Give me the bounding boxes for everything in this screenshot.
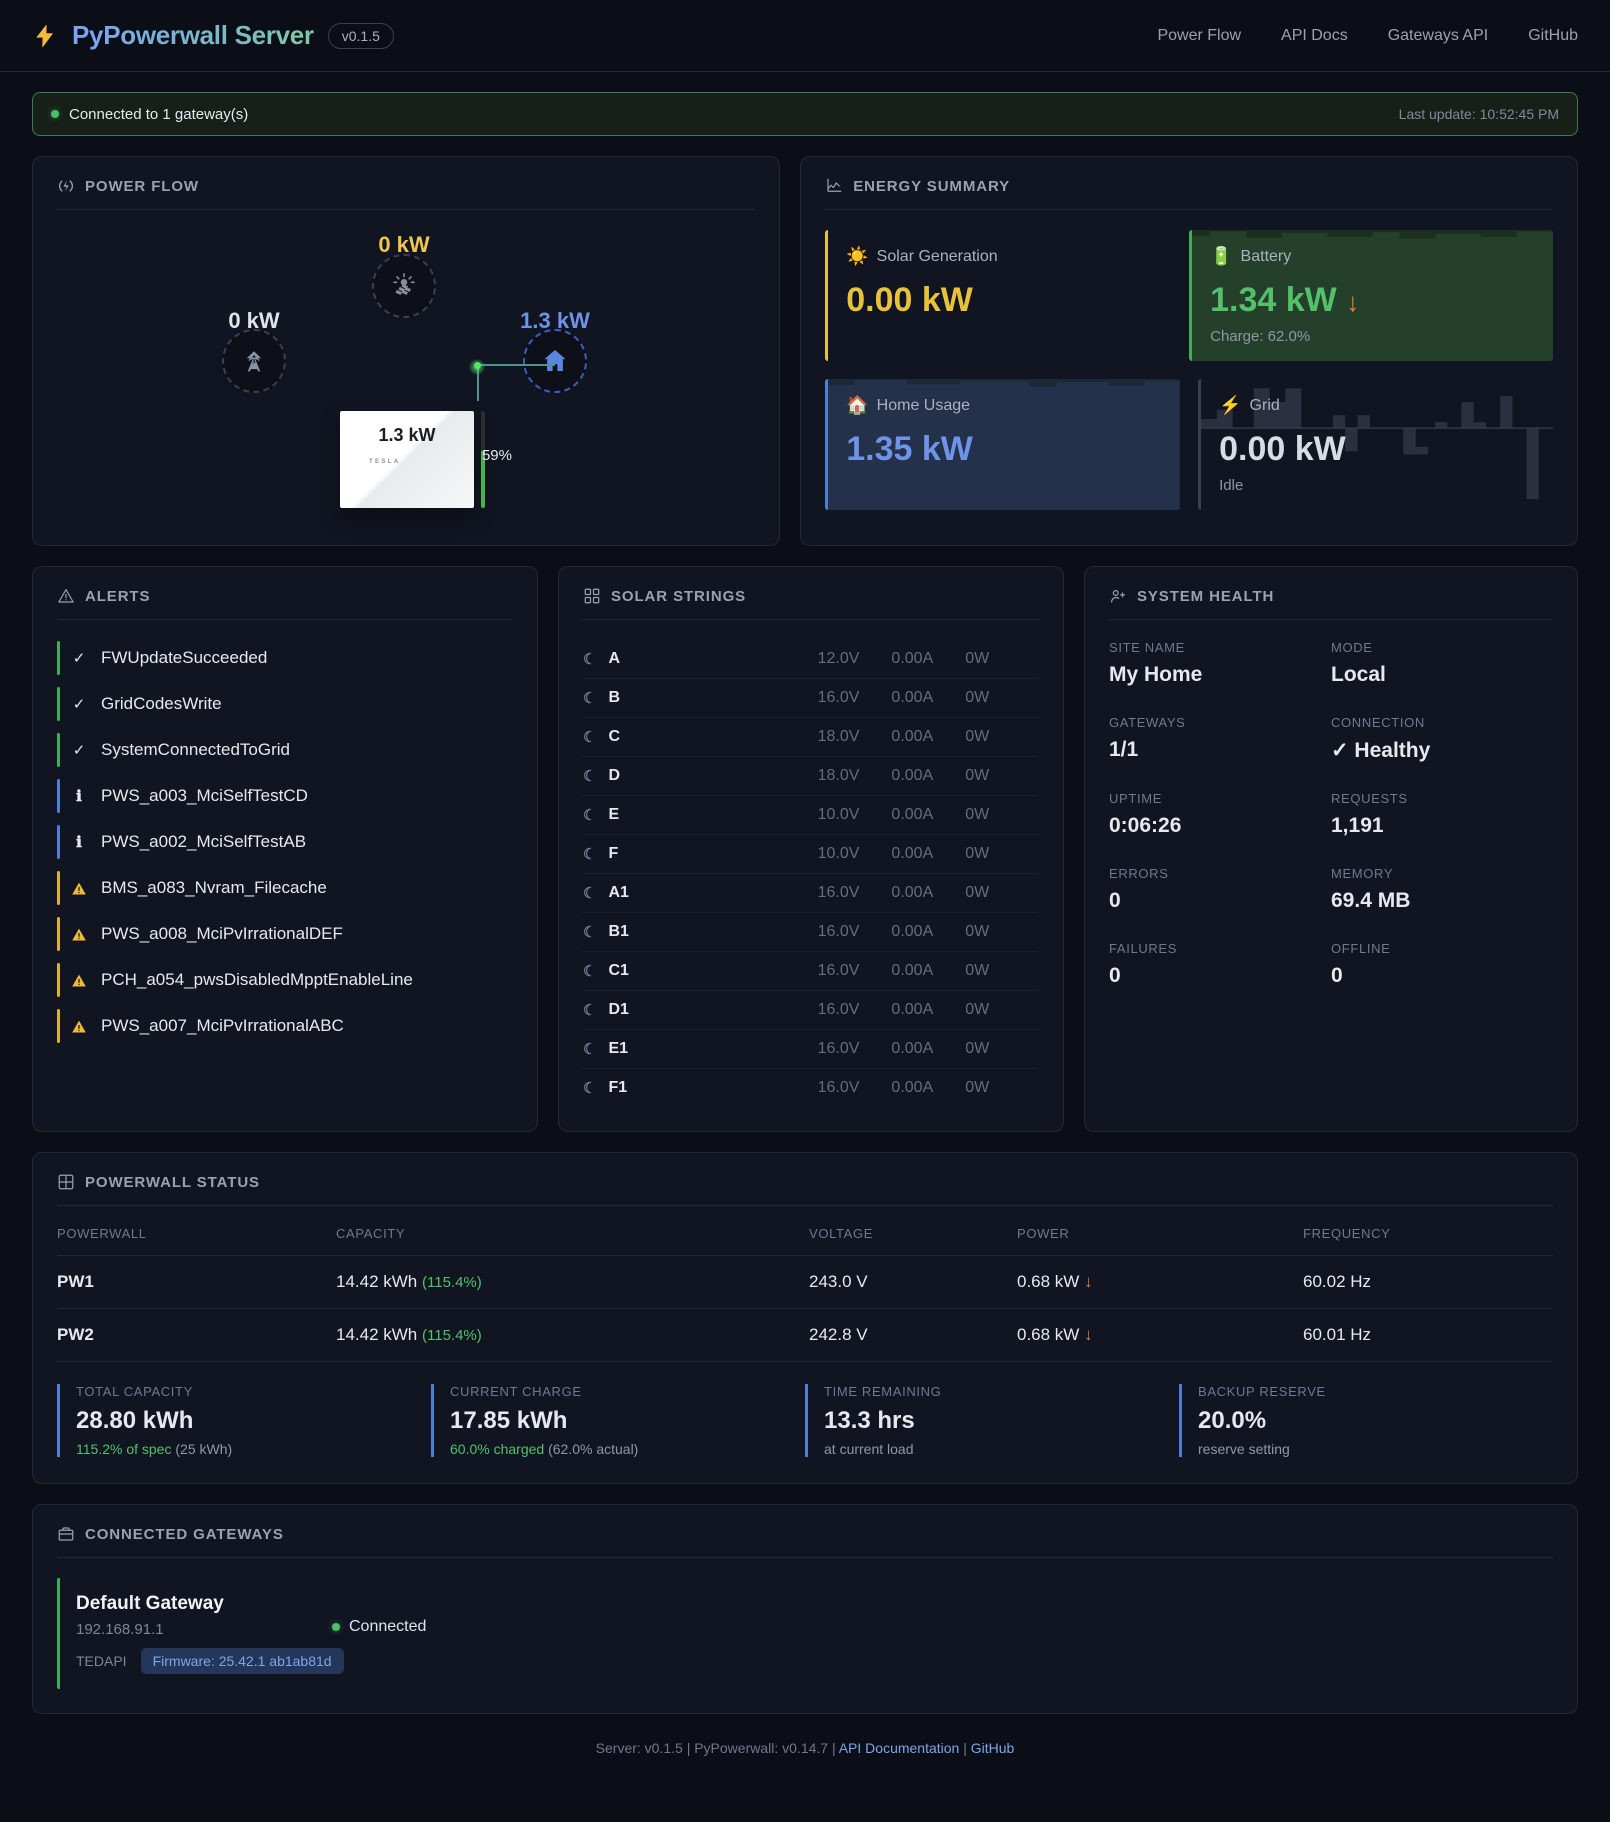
- svg-text:TESLA: TESLA: [369, 458, 401, 465]
